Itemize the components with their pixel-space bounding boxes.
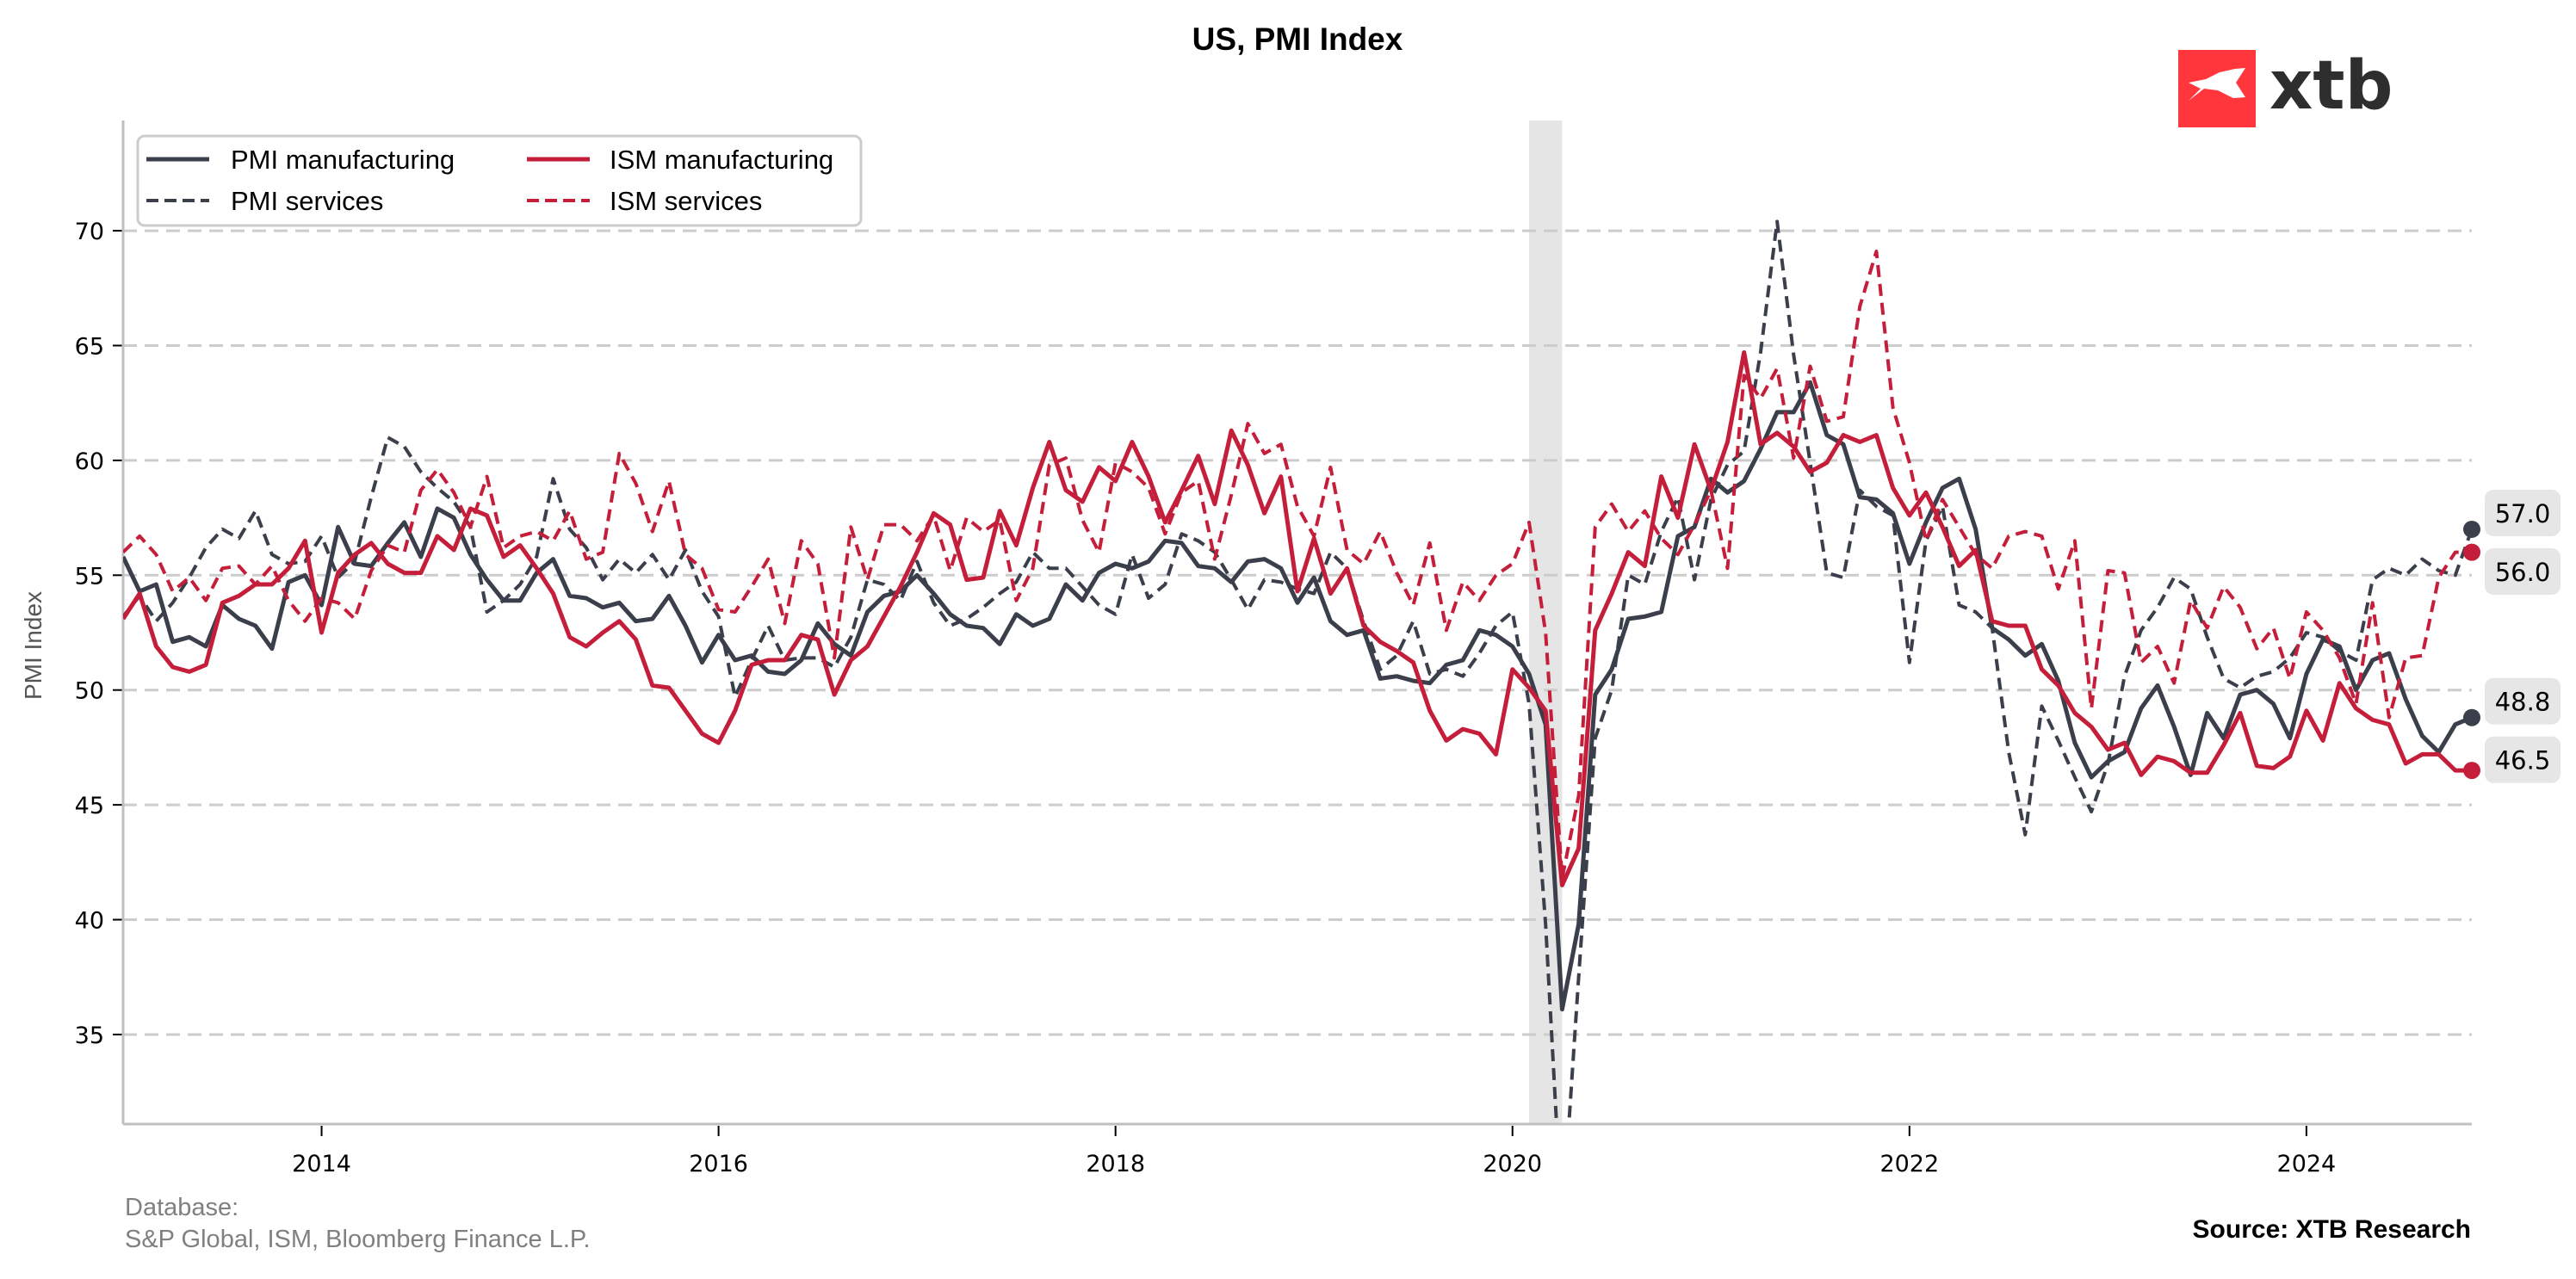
end-label-pmi-services: 57.0 bbox=[2495, 499, 2551, 528]
end-label-box bbox=[2485, 677, 2561, 725]
end-label-pmi-manufacturing: 48.8 bbox=[2495, 688, 2551, 717]
series-line-ism-manufacturing bbox=[123, 350, 2472, 887]
end-labels: 48.8 57.0 46.5 56.0 bbox=[2463, 489, 2561, 783]
x-tick-label-2014: 2014 bbox=[292, 1151, 351, 1177]
legend-label-ism-services: ISM services bbox=[610, 186, 762, 216]
y-tick-label-50: 50 bbox=[75, 678, 104, 705]
legend: PMI manufacturing PMI services ISM manuf… bbox=[136, 134, 863, 227]
footer-source: Source: XTB Research bbox=[2193, 1215, 2471, 1244]
y-tick-label-55: 55 bbox=[75, 563, 104, 590]
endpoint-pmi-services bbox=[2463, 520, 2480, 538]
endpoint-pmi-manufacturing bbox=[2463, 708, 2480, 726]
end-label-box bbox=[2485, 736, 2561, 783]
x-tick-label-2020: 2020 bbox=[1483, 1151, 1542, 1177]
legend-box bbox=[136, 134, 863, 227]
end-label-box bbox=[2485, 489, 2561, 536]
xtb-logo-x-icon bbox=[2189, 68, 2245, 101]
end-label-box bbox=[2485, 547, 2561, 595]
xtb-logo-text: xtb bbox=[2269, 47, 2393, 125]
series-line-pmi-manufacturing bbox=[123, 380, 2473, 1012]
series-line-ism-services bbox=[123, 250, 2472, 880]
endpoint-ism-manufacturing bbox=[2463, 762, 2480, 780]
xtb-logo: xtb bbox=[2178, 47, 2393, 127]
y-tick-label-70: 70 bbox=[75, 219, 104, 245]
legend-label-pmi-manufacturing: PMI manufacturing bbox=[231, 145, 455, 175]
y-axis-label: PMI Index bbox=[20, 591, 46, 700]
y-tick-label-40: 40 bbox=[75, 908, 104, 935]
y-tick-label-45: 45 bbox=[75, 793, 104, 819]
chart-title: US, PMI Index bbox=[1192, 22, 1403, 57]
footer-database-sources: S&P Global, ISM, Bloomberg Finance L.P. bbox=[125, 1226, 591, 1253]
x-tick-label-2024: 2024 bbox=[2277, 1151, 2337, 1177]
endpoint-ism-services bbox=[2463, 543, 2480, 561]
x-tick-label-2022: 2022 bbox=[1879, 1151, 1939, 1177]
gridlines bbox=[123, 229, 2472, 1036]
y-tick-label-60: 60 bbox=[75, 448, 104, 475]
axes: 35 40 45 50 55 60 65 70 2014 2016 2018 2020 2022 2024 bbox=[75, 120, 2472, 1177]
x-tick-label-2018: 2018 bbox=[1086, 1151, 1145, 1177]
end-label-ism-services: 56.0 bbox=[2495, 558, 2551, 587]
legend-label-pmi-services: PMI services bbox=[231, 186, 383, 216]
series-lines bbox=[123, 219, 2474, 1124]
series-line-pmi-services bbox=[123, 219, 2474, 1124]
footer-database-label: Database: bbox=[125, 1194, 238, 1221]
legend-label-ism-manufacturing: ISM manufacturing bbox=[610, 145, 833, 175]
end-label-ism-manufacturing: 46.5 bbox=[2495, 746, 2551, 775]
y-tick-label-35: 35 bbox=[75, 1023, 104, 1049]
y-tick-label-65: 65 bbox=[75, 333, 104, 360]
x-tick-label-2016: 2016 bbox=[689, 1151, 748, 1177]
